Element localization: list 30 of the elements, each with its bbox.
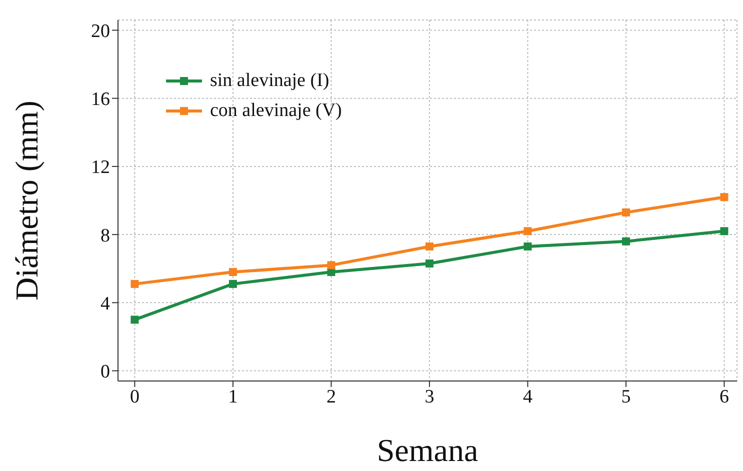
y-tick-label: 16 (91, 89, 110, 110)
point (228, 268, 237, 276)
point (228, 280, 237, 288)
legend-label: sin alevinaje (I) (210, 70, 330, 92)
x-tick-label: 5 (621, 386, 631, 408)
y-tick-label: 4 (100, 293, 110, 314)
point (130, 316, 139, 324)
x-tick-label: 4 (522, 386, 533, 408)
y-tick-label: 8 (100, 225, 110, 246)
x-tick-label: 3 (424, 386, 434, 408)
y-axis-title: Diámetro (mm) (8, 100, 44, 300)
x-tick-label: 6 (719, 386, 729, 408)
point (130, 280, 139, 288)
legend-label: con alevinaje (V) (210, 100, 342, 122)
y-tick-label: 12 (91, 157, 110, 178)
point (622, 237, 630, 246)
point (327, 261, 336, 270)
point (425, 260, 434, 268)
point (622, 208, 630, 216)
y-tick-label: 20 (91, 20, 110, 42)
x-axis-title: Semana (376, 432, 478, 468)
point (524, 227, 532, 236)
x-tick-label: 0 (130, 386, 140, 408)
point (720, 227, 728, 236)
y-tick-label: 0 (100, 362, 110, 383)
point (425, 242, 434, 250)
x-tick-label: 2 (326, 386, 336, 408)
point (720, 193, 728, 202)
point (524, 242, 532, 250)
x-tick-label: 1 (228, 386, 238, 408)
